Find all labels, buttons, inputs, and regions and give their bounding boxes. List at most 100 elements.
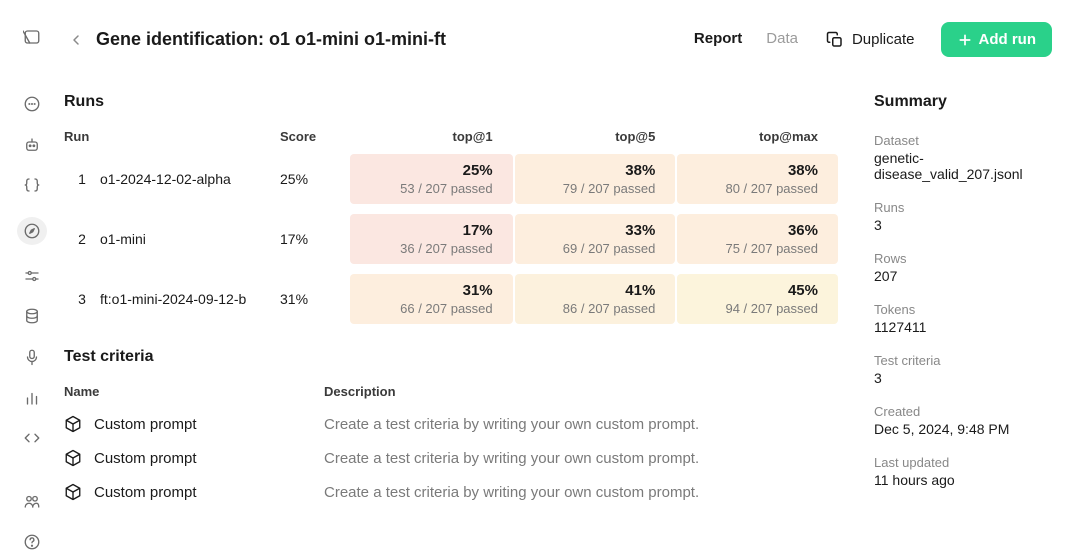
summary-value: 1127411	[874, 319, 1066, 335]
runs-section-title: Runs	[64, 93, 838, 111]
sliders-icon	[23, 267, 41, 285]
help-icon[interactable]	[22, 532, 42, 551]
metric-cell[interactable]: 33% 69 / 207 passed	[515, 214, 676, 264]
database-icon[interactable]	[22, 307, 42, 326]
test-criteria-row[interactable]: Custom prompt Create a test criteria by w…	[64, 483, 838, 501]
chat-icon[interactable]	[22, 95, 42, 114]
sliders-icon[interactable]	[22, 267, 42, 286]
metric-cell[interactable]: 25%53 / 207 passed	[350, 154, 513, 204]
tab-data[interactable]: Data	[766, 30, 798, 49]
metric-cell[interactable]: 38%79 / 207 passed	[515, 154, 676, 204]
summary-item: Last updated11 hours ago	[874, 455, 1066, 488]
metric-pct: 38%	[685, 162, 818, 179]
tc-col-name: Name	[64, 384, 324, 399]
tab-report[interactable]: Report	[694, 30, 742, 49]
people-icon	[23, 492, 41, 510]
runs-header: Run Score top@1 top@5 top@max	[64, 129, 838, 144]
add-run-button[interactable]: Add run	[941, 22, 1053, 57]
tc-desc-cell: Create a test criteria by writing your o…	[324, 484, 838, 501]
metric-sub: 86 / 207 passed	[523, 301, 656, 316]
column-score: Score	[280, 129, 350, 144]
chat-icon	[23, 95, 41, 113]
page-title: Gene identification: o1 o1-mini o1-mini-…	[96, 29, 686, 50]
add-run-label: Add run	[979, 31, 1037, 48]
cube-icon	[64, 449, 82, 467]
column-top5: top@5	[513, 129, 676, 144]
robot-icon[interactable]	[22, 135, 42, 154]
metric-cell[interactable]: 17% 36 / 207 passed	[350, 214, 513, 264]
panel-icon	[23, 28, 41, 46]
tc-name-label: Custom prompt	[94, 416, 197, 433]
main-content: Gene identification: o1 o1-mini o1-mini-…	[64, 0, 1080, 551]
metric-pct: 45%	[685, 282, 818, 299]
cube-icon	[64, 415, 82, 433]
metric-pct: 36%	[685, 222, 818, 239]
run-row[interactable]: 1o1-2024-12-02-alpha25%25%53 / 207 passe…	[64, 154, 838, 204]
code-icon[interactable]	[22, 429, 42, 448]
metric-pct: 31%	[358, 282, 493, 299]
test-criteria-row[interactable]: Custom promptCreate a test criteria by w…	[64, 449, 838, 467]
column-topmax: top@max	[675, 129, 838, 144]
copy-icon	[826, 31, 844, 49]
body-row: Runs Run Score top@1 top@5 top@max 1o1-2…	[64, 93, 1080, 551]
metric-sub: 94 / 207 passed	[685, 301, 818, 316]
run-row[interactable]: 3ft:o1-mini-2024-09-12-b31%31%66 / 207 p…	[64, 274, 838, 324]
metric-sub: 36 / 207 passed	[358, 241, 493, 256]
summary-label: Rows	[874, 251, 1066, 266]
braces-icon[interactable]	[22, 176, 42, 195]
run-name: ft:o1-mini-2024-09-12-b	[100, 291, 280, 307]
test-criteria-body: Custom prompt Create a test criteria by w…	[64, 415, 838, 501]
summary-item: Test criteria3	[874, 353, 1066, 386]
metric-cell[interactable]: 31% 66 / 207 passed	[350, 274, 513, 324]
run-index: 3	[64, 291, 100, 307]
summary-item: Tokens 1127411	[874, 302, 1066, 335]
run-score: 17%	[280, 231, 350, 247]
tab-nav: Report Data	[694, 30, 798, 49]
back-button[interactable]	[64, 28, 88, 52]
compass-icon[interactable]	[17, 217, 47, 245]
run-index: 2	[64, 231, 100, 247]
metric-cell[interactable]: 45% 94 / 207 passed	[677, 274, 838, 324]
mic-icon[interactable]	[22, 348, 42, 367]
metric-pct: 38%	[523, 162, 656, 179]
chart-icon[interactable]	[22, 388, 42, 407]
test-criteria-section: Test criteria Name Description Custom pr…	[64, 348, 838, 501]
tc-name-cell: Custom prompt	[64, 483, 324, 501]
metric-cell[interactable]: 38%80 / 207 passed	[677, 154, 838, 204]
metric-cell[interactable]: 41%86 / 207 passed	[515, 274, 676, 324]
database-icon	[23, 307, 41, 325]
metric-sub: 66 / 207 passed	[358, 301, 493, 316]
run-index: 1	[64, 171, 100, 187]
tc-name-label: Custom prompt	[94, 450, 197, 467]
summary-label: Last updated	[874, 455, 1066, 470]
people-icon[interactable]	[22, 492, 42, 511]
run-name: o1-mini	[100, 231, 280, 247]
metric-sub: 69 / 207 passed	[523, 241, 656, 256]
test-criteria-header: Name Description	[64, 384, 838, 399]
metric-cell[interactable]: 36%75 / 207 passed	[677, 214, 838, 264]
summary-item: CreatedDec 5, 2024, 9:48 PM	[874, 404, 1066, 437]
top-bar: Gene identification: o1 o1-mini o1-mini-…	[64, 22, 1080, 57]
run-row[interactable]: 2o1-mini17%17%36 / 207 passed33%69 / 207…	[64, 214, 838, 264]
run-score: 31%	[280, 291, 350, 307]
summary-value: 3	[874, 370, 1066, 386]
tc-name-cell: Custom prompt	[64, 449, 324, 467]
duplicate-button[interactable]: Duplicate	[826, 31, 915, 49]
panel-icon[interactable]	[22, 28, 42, 47]
tc-name-label: Custom prompt	[94, 484, 197, 501]
metric-pct: 17%	[358, 222, 493, 239]
summary-body: Datasetgenetic-disease_valid_207.jsonlRu…	[874, 133, 1066, 488]
summary-label: Tokens	[874, 302, 1066, 317]
metric-pct: 33%	[523, 222, 656, 239]
cube-icon	[64, 483, 82, 501]
summary-item: Rows 207	[874, 251, 1066, 284]
metric-pct: 25%	[358, 162, 493, 179]
braces-icon	[23, 176, 41, 194]
test-criteria-row[interactable]: Custom promptCreate a test criteria by w…	[64, 415, 838, 433]
summary-value: 3	[874, 217, 1066, 233]
summary-item: Runs3	[874, 200, 1066, 233]
summary-value: 207	[874, 268, 1066, 284]
mic-icon	[23, 348, 41, 366]
summary-value: Dec 5, 2024, 9:48 PM	[874, 421, 1066, 437]
runs-body: 1o1-2024-12-02-alpha25%25%53 / 207 passe…	[64, 154, 838, 324]
